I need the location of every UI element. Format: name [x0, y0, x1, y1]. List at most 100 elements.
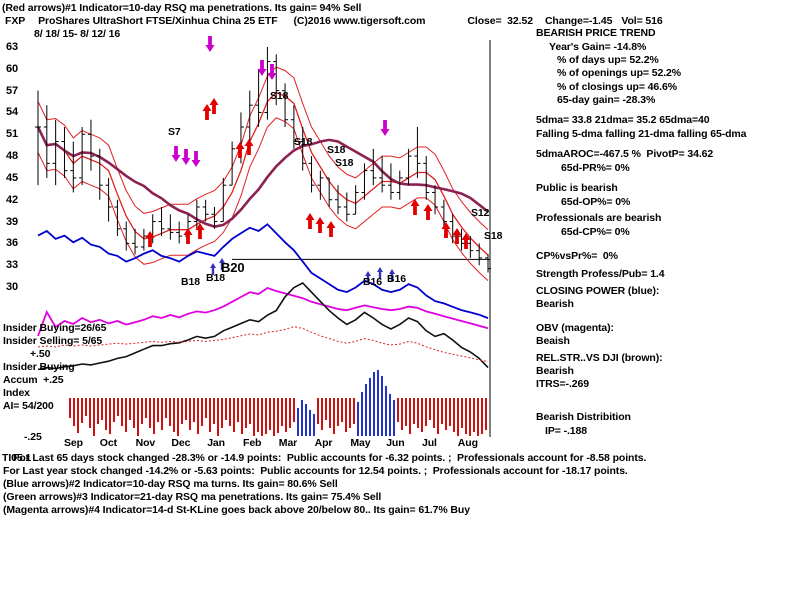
price-axis-label: 57: [5, 84, 18, 97]
obv-line: [37, 287, 489, 337]
copyright-text: (C)2016 www.tigersoft.com: [293, 15, 426, 27]
quote-header-row: FXP ProShares UltraShort FTSE/Xinhua Chi…: [5, 15, 663, 27]
price-axis-label: 51: [5, 128, 18, 141]
month-label: Feb: [243, 437, 262, 449]
right-panel-line-0: BEARISH PRICE TREND: [536, 27, 656, 39]
right-panel-line-11: 65d-OP%= 0%: [561, 196, 631, 208]
red-arrow-up: [452, 228, 462, 244]
month-label: Dec: [171, 437, 191, 449]
signal-label-b18: B18: [181, 276, 200, 288]
red-arrow-up: [183, 228, 193, 244]
red-arrow-up: [244, 139, 254, 155]
month-label: Mar: [278, 437, 298, 449]
red-arrow-up: [305, 213, 315, 229]
right-panel-line-22: ITRS=-.269: [536, 378, 589, 390]
date-range: 8/ 18/ 15- 8/ 12/ 16: [34, 28, 121, 40]
magenta-arrow-down: [181, 149, 191, 165]
magenta-arrow-down: [257, 60, 267, 76]
price-axis-label: 39: [5, 215, 18, 228]
ticker-symbol: FXP: [5, 15, 26, 27]
magenta-arrow-down: [380, 120, 390, 136]
footer-line-2: (Blue arrows)#2 Indicator=10-day RSQ ma …: [3, 478, 338, 490]
price-axis-label: 60: [5, 62, 18, 75]
left-label-5: Index: [3, 387, 30, 399]
signal-label-s7: S7: [168, 126, 181, 138]
red-arrow-up: [209, 98, 219, 114]
month-label: Jun: [386, 437, 405, 449]
right-panel-line-8: 5dmaAROC=-467.5 % PivotP= 34.62: [536, 148, 714, 160]
price-axis-label: 54: [5, 106, 18, 119]
close-value: Close= 32.52: [467, 15, 533, 27]
footer-line-0: For Last 65 days stock changed -28.3% or…: [13, 452, 647, 464]
right-panel-line-20: REL.STR..VS DJI (brown):: [536, 352, 663, 364]
left-label-6: AI= 54/200: [3, 400, 54, 412]
right-panel-line-12: Professionals are bearish: [536, 212, 662, 224]
signal-label-s18: S18: [335, 157, 354, 169]
red-arrow-up: [461, 233, 471, 249]
red-arrow-up: [235, 142, 245, 158]
volume-value: Vol= 516: [621, 15, 663, 27]
indicator1-summary: (Red arrows)#1 Indicator=10-day RSQ ma p…: [2, 2, 362, 14]
price-axis-label: 63: [5, 41, 18, 53]
left-label-1: Insider Selling= 5/65: [3, 335, 103, 347]
signal-label-b20: B20: [221, 260, 245, 275]
blue-arrow-up: [389, 269, 395, 281]
month-label: Jan: [207, 437, 225, 449]
right-panel-line-23: Bearish Distribition: [536, 411, 631, 423]
red-arrow-up: [326, 221, 336, 237]
month-label: Sep: [64, 437, 83, 449]
right-panel-line-19: Beaish: [536, 335, 570, 347]
signal-arrows: [145, 36, 471, 283]
price-axis-label: 30: [5, 281, 18, 293]
price-axis-label: 42: [5, 193, 18, 206]
security-name: ProShares UltraShort FTSE/Xinhua China 2…: [38, 15, 278, 27]
price-axis-label: 45: [5, 171, 18, 184]
magenta-arrow-down: [191, 151, 201, 167]
blue-arrow-up: [219, 258, 225, 270]
red-arrow-up: [423, 204, 433, 220]
right-panel-line-4: % of closings up= 46.6%: [557, 81, 677, 93]
signal-label-s18: S18: [484, 230, 503, 242]
chart-frame: [232, 40, 491, 437]
price-bars: [35, 47, 491, 273]
change-value: Change=-1.45: [544, 15, 613, 27]
footer-line-4: (Magenta arrows)#4 Indicator=14-d St-KLi…: [3, 504, 470, 516]
rel-str-vs-dji-line: [37, 282, 489, 371]
right-panel-line-17: Bearish: [536, 298, 574, 310]
red-arrow-up: [315, 217, 325, 233]
signal-label-s18: S18: [327, 144, 346, 156]
left-label-7: -.25: [24, 431, 42, 443]
blue-arrow-up: [377, 267, 383, 279]
month-label: Nov: [135, 437, 156, 449]
signal-label-b16: B16: [387, 273, 406, 285]
signal-label-s18: S18: [294, 136, 313, 148]
left-label-4: Accum +.25: [3, 374, 64, 386]
footer-line-1: For Last year stock changed -14.2% or -5…: [3, 465, 628, 477]
signal-label-s18: S18: [270, 90, 289, 102]
right-panel-line-24: IP= -.188: [545, 425, 588, 437]
price-axis-label: 48: [5, 150, 18, 163]
signal-label-b18: B18: [206, 272, 225, 284]
right-panel-line-6: 5dma= 33.8 21dma= 35.2 65dma=40: [536, 114, 710, 126]
month-label: Aug: [457, 437, 478, 449]
right-panel-line-5: 65-day gain= -28.3%: [557, 94, 656, 106]
magenta-arrow-down: [267, 64, 277, 80]
signal-label-b16: B16: [363, 276, 382, 288]
signal-label-s12: S12: [471, 207, 490, 219]
left-label-2: +.50: [30, 348, 51, 360]
right-panel-line-16: CLOSING POWER (blue):: [536, 285, 660, 297]
month-label: May: [350, 437, 371, 449]
accum-index-histogram: [69, 370, 487, 436]
right-panel-line-15: Strength Profess/Pub= 1.4: [536, 268, 665, 280]
right-panel-line-1: Year's Gain= -14.8%: [549, 41, 647, 53]
price-axis-label: 36: [5, 237, 18, 250]
price-axis-label: 33: [5, 259, 18, 272]
price-bands: [37, 66, 489, 281]
left-label-3: Insider Buying: [3, 361, 75, 373]
right-panel-line-2: % of days up= 52.2%: [557, 54, 659, 66]
right-panel-line-9: 65d-PR%= 0%: [561, 162, 630, 174]
red-arrow-up: [441, 222, 451, 238]
right-panel-line-7: Falling 5-dma falling 21-dma falling 65-…: [536, 128, 747, 140]
right-panel-line-10: Public is bearish: [536, 182, 618, 194]
